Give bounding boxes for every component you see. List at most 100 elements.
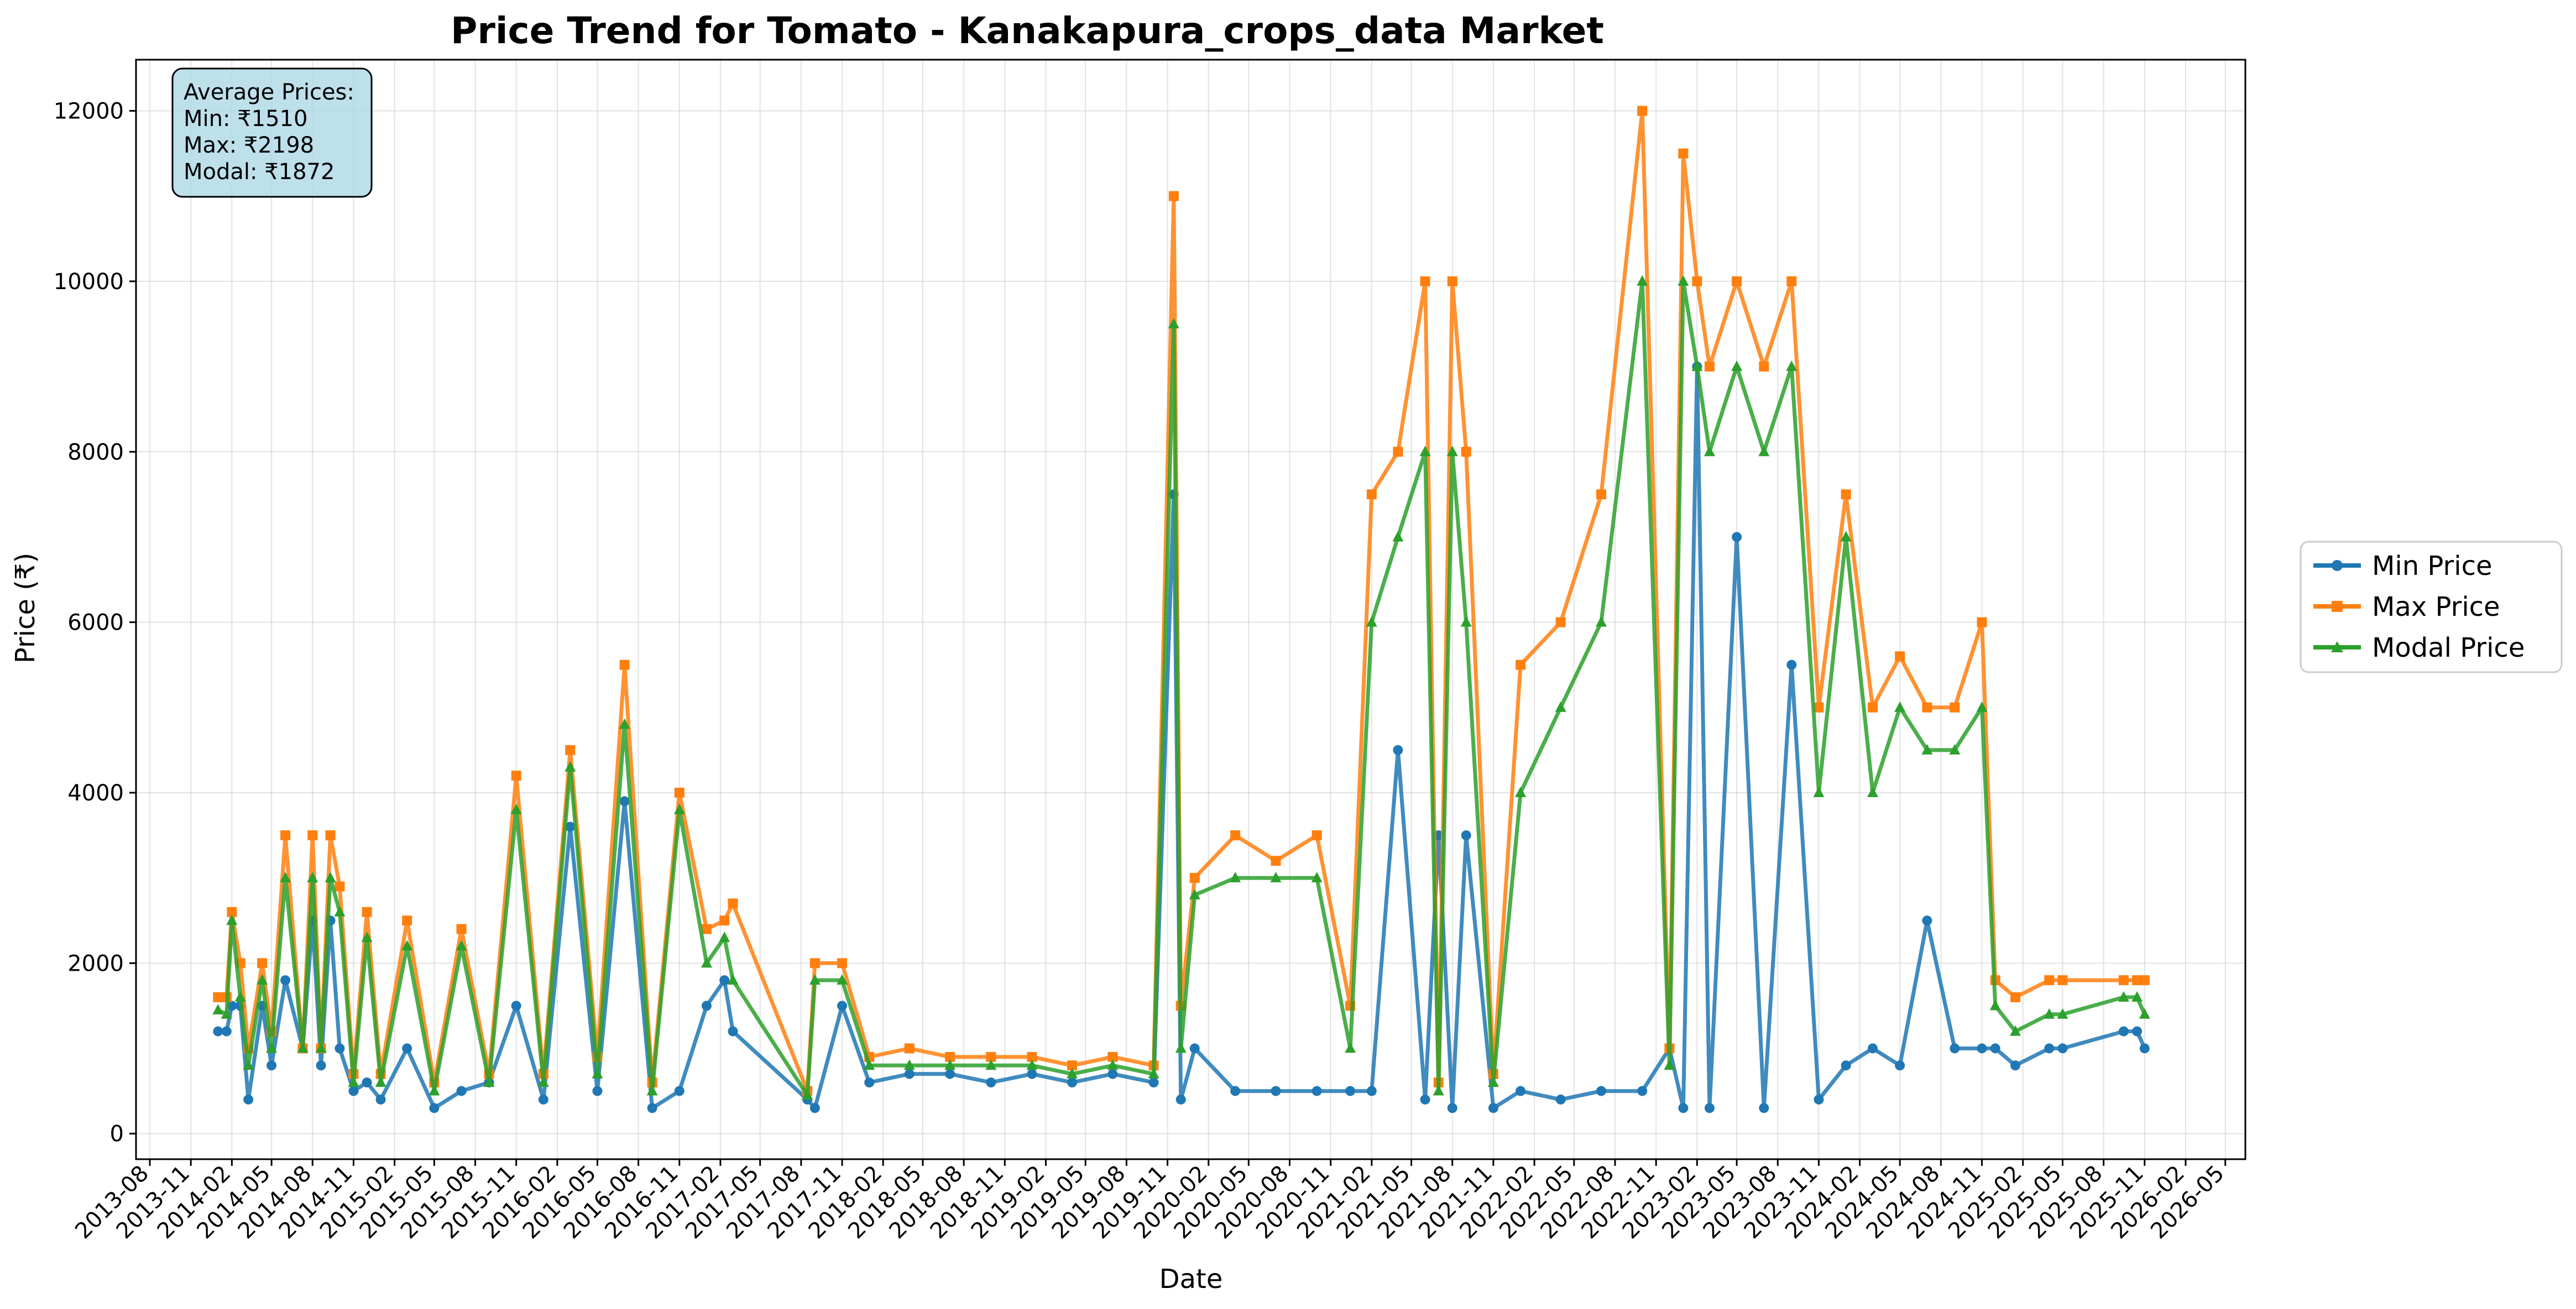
data-point-max — [402, 915, 412, 926]
data-point-min — [1950, 1043, 1960, 1054]
data-point-max — [2118, 975, 2129, 986]
data-point-max — [1067, 1060, 1078, 1071]
data-point-modal — [1989, 999, 2001, 1010]
data-point-modal — [985, 1059, 997, 1070]
data-point-max — [2132, 975, 2143, 986]
data-point-min — [1732, 532, 1742, 542]
data-point-min — [1678, 1103, 1689, 1113]
legend: Min Price Max Price Modal Price — [2300, 541, 2563, 673]
data-point-modal — [1189, 889, 1200, 900]
data-point-modal — [361, 931, 373, 943]
data-point-modal — [1446, 446, 1458, 457]
data-point-modal — [1949, 743, 1961, 755]
data-point-min — [2044, 1043, 2055, 1054]
data-point-min — [1027, 1069, 1037, 1079]
data-point-min — [701, 1001, 712, 1011]
data-point-modal — [1555, 701, 1566, 712]
data-point-modal — [701, 957, 712, 968]
data-point-modal — [1419, 446, 1431, 457]
stats-box-min: Min: ₹1510 — [184, 106, 307, 132]
stats-box: Average Prices: Min: ₹1510 Max: ₹2198 Mo… — [171, 67, 373, 198]
data-point-modal — [646, 1085, 658, 1096]
data-point-modal — [1107, 1059, 1119, 1070]
data-point-max — [1786, 276, 1797, 286]
data-point-min — [429, 1103, 440, 1113]
data-point-min — [904, 1069, 915, 1079]
data-point-max — [456, 924, 467, 934]
y-tick-label: 12000 — [54, 99, 124, 124]
legend-item-modal: Modal Price — [2313, 632, 2525, 663]
data-point-modal — [592, 1067, 603, 1078]
series-line-modal — [217, 279, 2146, 1097]
y-tick-label: 4000 — [67, 781, 124, 806]
y-axis-label: Price (₹) — [10, 553, 41, 663]
series-modal — [212, 275, 2150, 1100]
data-point-max — [1393, 447, 1403, 457]
data-point-modal — [1487, 1076, 1499, 1087]
data-point-max — [1841, 489, 1851, 500]
data-point-max — [1168, 191, 1179, 201]
data-point-min — [2132, 1026, 2143, 1036]
data-point-min — [1393, 745, 1403, 755]
data-point-max — [1692, 276, 1702, 286]
data-point-modal — [483, 1076, 495, 1087]
data-point-min — [456, 1086, 467, 1096]
data-point-max — [1678, 148, 1689, 159]
data-point-min — [1596, 1086, 1607, 1096]
data-point-min — [1555, 1095, 1566, 1105]
data-point-min — [1814, 1095, 1824, 1105]
data-point-modal — [2118, 991, 2129, 1002]
data-point-modal — [2044, 1008, 2055, 1019]
data-point-modal — [837, 974, 848, 985]
data-point-max — [837, 958, 848, 968]
stats-box-heading: Average Prices: — [184, 80, 354, 105]
series-layer — [212, 106, 2150, 1113]
data-point-min — [1271, 1086, 1281, 1096]
data-point-min — [1488, 1103, 1498, 1113]
data-point-modal — [315, 1042, 327, 1053]
data-point-min — [1447, 1103, 1457, 1113]
data-point-modal — [212, 1004, 224, 1015]
data-point-max — [1516, 659, 1526, 670]
y-tick-label: 0 — [110, 1122, 124, 1147]
data-point-max — [335, 881, 345, 892]
data-point-min — [674, 1086, 685, 1096]
data-point-max — [1759, 362, 1769, 372]
data-point-min — [213, 1026, 223, 1036]
data-point-modal — [1678, 275, 1689, 286]
data-point-max — [904, 1043, 915, 1054]
data-point-min — [375, 1095, 386, 1105]
data-point-modal — [537, 1076, 549, 1087]
legend-marker-max — [2332, 601, 2343, 612]
stats-box-max: Max: ₹2198 — [184, 133, 314, 158]
data-point-max — [2057, 975, 2068, 986]
data-point-modal — [1731, 360, 1743, 371]
data-point-modal — [280, 872, 291, 883]
data-point-max — [2139, 975, 2150, 986]
data-point-min — [227, 1001, 237, 1011]
data-point-min — [348, 1086, 359, 1096]
data-point-modal — [1433, 1085, 1444, 1096]
data-point-min — [1868, 1043, 1878, 1054]
legend-item-min: Min Price — [2313, 551, 2493, 582]
data-point-modal — [2139, 1008, 2150, 1019]
data-point-max — [1814, 702, 1824, 713]
data-point-modal — [619, 718, 630, 729]
data-point-min — [809, 1103, 820, 1113]
data-point-min — [2139, 1043, 2150, 1054]
data-point-max — [213, 992, 223, 1003]
data-point-max — [719, 915, 730, 926]
series-min — [213, 362, 2150, 1113]
stats-box-background — [171, 67, 373, 198]
data-point-min — [402, 1043, 412, 1054]
data-point-modal — [266, 1042, 278, 1053]
data-point-min — [864, 1077, 875, 1088]
data-point-modal — [1976, 701, 1988, 712]
data-point-modal — [1840, 531, 1852, 542]
data-point-min — [565, 821, 576, 832]
data-point-modal — [307, 872, 318, 883]
data-point-modal — [297, 1042, 309, 1053]
data-point-min — [1759, 1103, 1769, 1113]
data-point-modal — [1596, 616, 1607, 627]
data-point-min — [280, 975, 291, 986]
